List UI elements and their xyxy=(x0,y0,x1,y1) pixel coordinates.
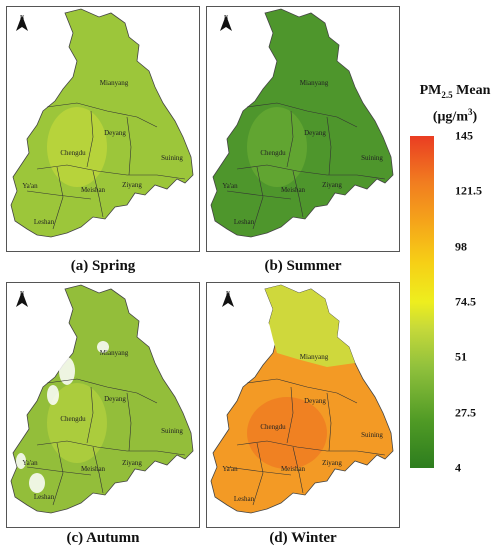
color-scale-bar xyxy=(410,136,434,468)
map-panel-summer: N Mianyang Deyang Chengdu Suining Ya'an … xyxy=(206,6,400,252)
region-map xyxy=(210,8,394,238)
map-panel-autumn: N Mianyang Deyang Chengdu Suining Ya'an … xyxy=(6,282,200,528)
city-label: Suining xyxy=(361,431,383,439)
city-label: Ziyang xyxy=(322,459,342,467)
legend-title-line1: PM2.5 Mean xyxy=(419,83,491,100)
city-label: Leshan xyxy=(33,218,55,226)
city-label: Meishan xyxy=(280,186,306,194)
colorbar-tick-label: 51 xyxy=(455,349,467,364)
legend-title: PM2.5 Mean (μg/m3) xyxy=(410,82,499,125)
city-label: Leshan xyxy=(233,495,255,503)
city-label: Meishan xyxy=(80,186,106,194)
panel-caption: (b) Summer xyxy=(264,258,342,274)
city-label: Suining xyxy=(161,154,183,162)
city-label: Ziyang xyxy=(122,459,142,467)
colorbar-tick-label: 145 xyxy=(455,128,473,143)
city-label: Suining xyxy=(161,427,183,435)
city-label: Suining xyxy=(361,154,383,162)
city-label: Deyang xyxy=(104,395,126,403)
city-label: Mianyang xyxy=(299,353,329,361)
city-label: Deyang xyxy=(304,129,326,137)
city-label: Chengdu xyxy=(60,415,86,423)
city-label: Ya'an xyxy=(22,182,38,190)
panel-caption: (a) Spring xyxy=(70,258,136,274)
city-label: Leshan xyxy=(33,493,55,501)
city-label: Deyang xyxy=(304,397,326,405)
city-label: Ya'an xyxy=(22,459,38,467)
city-label: Ziyang xyxy=(122,181,142,189)
city-label: Ziyang xyxy=(322,181,342,189)
panel-caption: (c) Autumn xyxy=(66,530,140,546)
city-label: Ya'an xyxy=(222,182,238,190)
colorbar-tick-label: 121.5 xyxy=(455,183,482,198)
colorbar-tick-label: 27.5 xyxy=(455,405,476,420)
city-label: Mianyang xyxy=(299,79,329,87)
region-map xyxy=(10,284,194,514)
city-label: Chengdu xyxy=(260,423,286,431)
city-label: Mianyang xyxy=(99,79,129,87)
city-label: Deyang xyxy=(104,129,126,137)
city-label: Meishan xyxy=(280,465,306,473)
colorbar-tick-label: 74.5 xyxy=(455,294,476,309)
map-panel-winter: N Mianyang Deyang Chengdu Suining Ya'an … xyxy=(206,282,400,528)
colorbar-tick-label: 4 xyxy=(455,460,461,475)
region-map xyxy=(10,8,194,238)
city-label: Meishan xyxy=(80,465,106,473)
north-arrow-icon: N xyxy=(15,291,29,307)
north-arrow-icon: N xyxy=(221,291,235,307)
colorbar-tick-label: 98 xyxy=(455,239,467,254)
legend-unit: (μg/m3) xyxy=(432,106,478,125)
city-label: Chengdu xyxy=(60,149,86,157)
north-arrow-icon: N xyxy=(219,15,233,31)
region-map xyxy=(210,284,394,514)
city-label: Chengdu xyxy=(260,149,286,157)
map-panel-spring: N Mianyang Deyang Chengdu Suining Ya'an … xyxy=(6,6,200,252)
city-label: Mianyang xyxy=(99,349,129,357)
panel-caption: (d) Winter xyxy=(269,530,337,546)
city-label: Leshan xyxy=(233,218,255,226)
north-arrow-icon: N xyxy=(15,15,29,31)
city-label: Ya'an xyxy=(222,465,238,473)
